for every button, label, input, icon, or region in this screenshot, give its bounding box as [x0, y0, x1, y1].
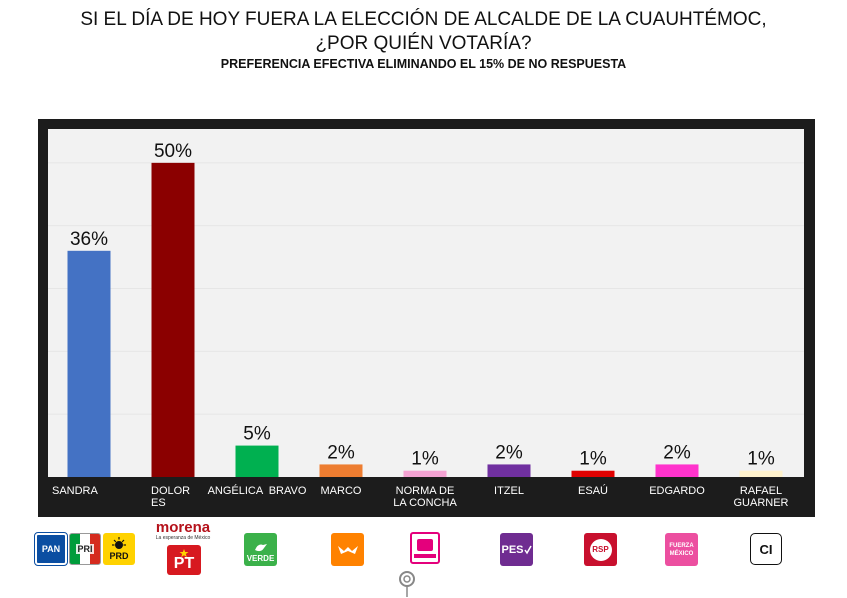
morena-logo-text: morena [155, 519, 211, 536]
bar-6 [487, 464, 531, 477]
eagle-icon [337, 545, 358, 554]
data-label-7: 1% [579, 449, 607, 470]
data-label-2: 50% [154, 141, 192, 162]
pri-logo: PRI [69, 533, 101, 565]
data-label-4: 2% [327, 442, 355, 463]
bar-chart: 36% 50% 5% 2% 1% 2% 1% 2% 1% [48, 141, 804, 477]
data-label-9: 1% [747, 449, 775, 470]
bar-3 [235, 445, 279, 477]
toucan-icon [254, 544, 267, 552]
data-label-8: 2% [663, 442, 691, 463]
category-label-5: NORMA DE LA CONCHA [393, 485, 457, 509]
prd-logo-text: PRD [109, 551, 129, 561]
bar-7 [571, 470, 615, 477]
verde-logo: VERDE [244, 533, 277, 566]
sun-icon [112, 537, 126, 549]
bar-1 [67, 250, 111, 477]
bar-4 [319, 464, 363, 477]
bar-8 [655, 464, 699, 477]
category-label-7: ESAÚ [578, 485, 608, 497]
rsp-logo-text: RSP [589, 538, 612, 561]
category-label-1: SANDRA [52, 485, 98, 497]
morena-tagline: La esperanza de México [155, 535, 211, 541]
bar-5 [403, 470, 447, 477]
category-label-8: EDGARDO [649, 485, 705, 497]
ci-logo-text: CI [759, 541, 773, 557]
data-label-3: 5% [243, 424, 271, 445]
category-label-3: ANGÉLICA BRAVO [207, 485, 307, 497]
star-icon [179, 549, 189, 557]
prd-logo: PRD [103, 533, 135, 565]
pes-logo: PES [500, 533, 533, 566]
verde-logo-text: VERDE [246, 554, 275, 563]
pes-logo-text: PES [501, 543, 524, 556]
plot-area: 36% 50% 5% 2% 1% 2% 1% 2% 1% [48, 129, 804, 477]
pt-logo: PT [167, 545, 201, 575]
fuerza-logo-line-2: MÉXICO [669, 550, 694, 557]
bar-9 [739, 470, 783, 477]
pan-logo: PAN [34, 532, 68, 566]
chart-title: SI EL DÍA DE HOY FUERA LA ELECCIÓN DE AL… [0, 8, 847, 56]
fuerza-logo-line-1: FUERZA [669, 542, 694, 549]
pink-party-logo [410, 532, 440, 564]
data-label-6: 2% [495, 442, 523, 463]
pink-party-band [414, 553, 436, 558]
chart-title-line-2: ¿POR QUIÉN VOTARÍA? [315, 33, 532, 54]
pink-party-emblem [417, 538, 433, 551]
pt-logo-text: PT [173, 555, 195, 572]
category-label-9: RAFAEL GUARNER [733, 485, 789, 509]
loading-cursor-icon [399, 571, 415, 597]
chart-subtitle: PREFERENCIA EFECTIVA ELIMINANDO EL 15% D… [220, 57, 627, 71]
category-label-2: DOLOR ES [151, 485, 191, 509]
category-label-6: ITZEL [494, 485, 524, 497]
data-label-1: 36% [70, 229, 108, 250]
ci-logo: CI [750, 533, 782, 565]
pri-logo-text: PRI [76, 544, 94, 554]
data-label-5: 1% [411, 449, 439, 470]
category-label-4: MARCO [320, 485, 362, 497]
rsp-logo: RSP [584, 533, 617, 566]
bar-2 [151, 162, 195, 477]
mc-logo [331, 533, 364, 566]
chart-title-line-1: SI EL DÍA DE HOY FUERA LA ELECCIÓN DE AL… [80, 9, 767, 30]
pan-logo-text: PAN [41, 544, 61, 554]
fuerza-mexico-logo: FUERZA MÉXICO [665, 533, 698, 566]
morena-logo: morena La esperanza de México [152, 520, 214, 542]
check-icon [523, 545, 532, 554]
